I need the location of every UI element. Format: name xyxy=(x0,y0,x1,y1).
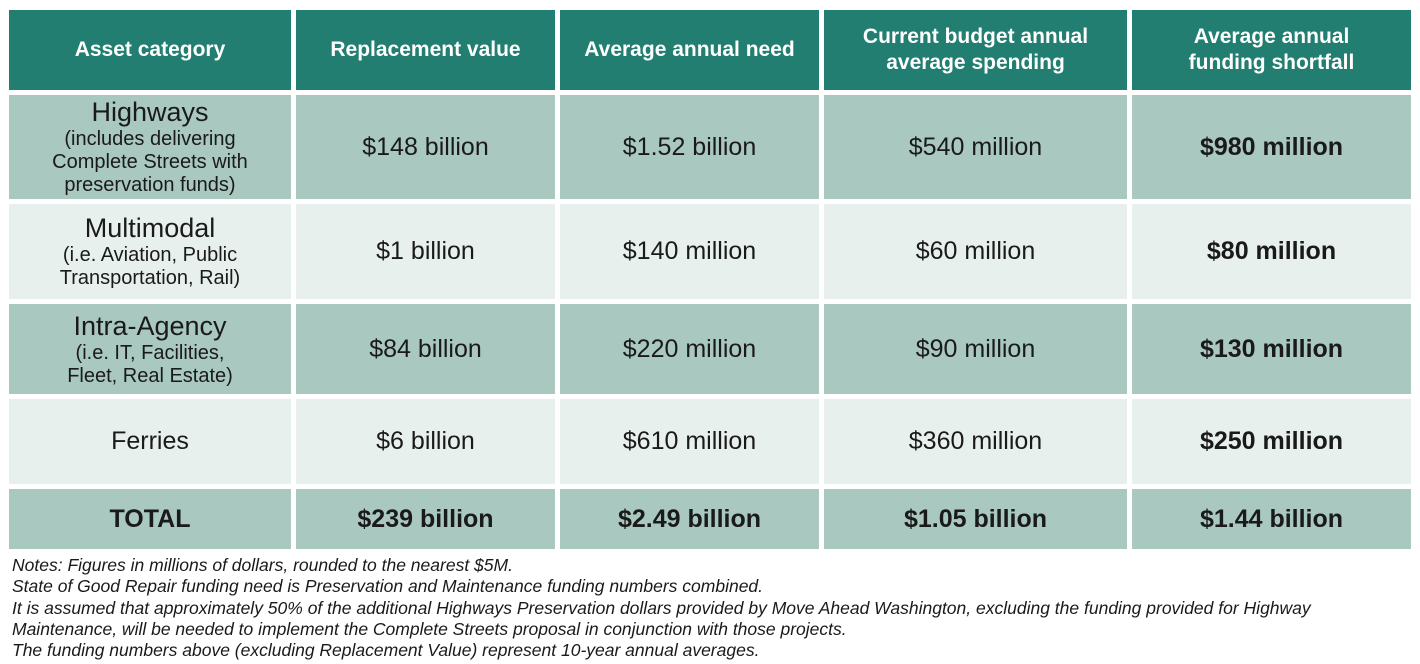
cell-current-budget-spending: $60 million xyxy=(824,204,1127,300)
row-highways: Highways (includes delivering Complete S… xyxy=(9,95,1411,200)
cell-asset-category: TOTAL xyxy=(9,489,291,550)
cell-asset-category: Highways (includes delivering Complete S… xyxy=(9,95,291,200)
header-asset-category: Asset category xyxy=(9,10,291,90)
cell-funding-shortfall: $250 million xyxy=(1132,399,1411,485)
header-row: Asset category Replacement value Average… xyxy=(9,10,1411,90)
cell-replacement-value: $84 billion xyxy=(296,304,555,395)
cell-asset-category: Ferries xyxy=(9,399,291,485)
row-total: TOTAL $239 billion $2.49 billion $1.05 b… xyxy=(9,489,1411,550)
note-line: It is assumed that approximately 50% of … xyxy=(12,597,1311,640)
header-funding-shortfall: Average annual funding shortfall xyxy=(1132,10,1411,90)
cell-current-budget-spending: $1.05 billion xyxy=(824,489,1127,550)
cell-average-annual-need: $610 million xyxy=(560,399,819,485)
cell-average-annual-need: $140 million xyxy=(560,204,819,300)
cell-replacement-value: $239 billion xyxy=(296,489,555,550)
cell-average-annual-need: $220 million xyxy=(560,304,819,395)
note-line: The funding numbers above (excluding Rep… xyxy=(12,640,760,661)
cell-asset-category: Intra-Agency (i.e. IT, Facilities, Fleet… xyxy=(9,304,291,395)
category-sub: (i.e. IT, Facilities, Fleet, Real Estate… xyxy=(67,341,233,387)
note-line: State of Good Repair funding need is Pre… xyxy=(12,576,764,597)
category-name: Highways xyxy=(91,97,209,127)
cell-replacement-value: $6 billion xyxy=(296,399,555,485)
cell-asset-category: Multimodal (i.e. Aviation, Public Transp… xyxy=(9,204,291,300)
cell-current-budget-spending: $90 million xyxy=(824,304,1127,395)
cell-replacement-value: $1 billion xyxy=(296,204,555,300)
cell-funding-shortfall: $130 million xyxy=(1132,304,1411,395)
category-name: Ferries xyxy=(111,427,189,456)
asset-funding-table: Asset category Replacement value Average… xyxy=(4,5,1416,554)
cell-average-annual-need: $2.49 billion xyxy=(560,489,819,550)
header-replacement-value: Replacement value xyxy=(296,10,555,90)
cell-funding-shortfall: $1.44 billion xyxy=(1132,489,1411,550)
row-ferries: Ferries $6 billion $610 million $360 mil… xyxy=(9,399,1411,485)
header-current-budget-spending: Current budget annual average spending xyxy=(824,10,1127,90)
row-multimodal: Multimodal (i.e. Aviation, Public Transp… xyxy=(9,204,1411,300)
category-name: Intra-Agency xyxy=(73,310,227,341)
category-sub: (i.e. Aviation, Public Transportation, R… xyxy=(59,244,241,290)
total-label: TOTAL xyxy=(109,504,191,533)
cell-current-budget-spending: $540 million xyxy=(824,95,1127,200)
cell-current-budget-spending: $360 million xyxy=(824,399,1127,485)
category-sub: (includes delivering Complete Streets wi… xyxy=(52,128,248,197)
category-name: Multimodal xyxy=(84,213,216,244)
row-intra-agency: Intra-Agency (i.e. IT, Facilities, Fleet… xyxy=(9,304,1411,395)
header-average-annual-need: Average annual need xyxy=(560,10,819,90)
cell-replacement-value: $148 billion xyxy=(296,95,555,200)
note-line: Notes: Figures in millions of dollars, r… xyxy=(12,555,513,575)
cell-funding-shortfall: $80 million xyxy=(1132,204,1411,300)
notes: Notes: Figures in millions of dollars, r… xyxy=(12,555,1412,662)
cell-funding-shortfall: $980 million xyxy=(1132,95,1411,200)
cell-average-annual-need: $1.52 billion xyxy=(560,95,819,200)
